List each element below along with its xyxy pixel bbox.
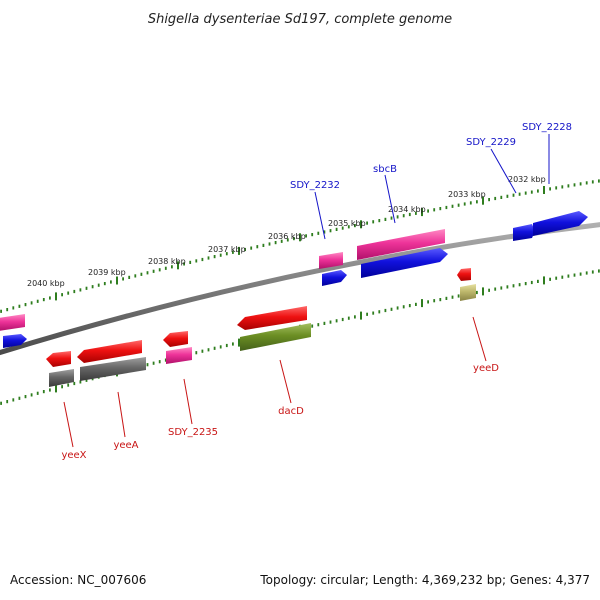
gene-label-sdy2235[interactable]: SDY_2235 (168, 427, 218, 438)
ruler-labels: 2040 kbp 2039 kbp 2038 kbp 2037 kbp 2036… (27, 175, 546, 288)
gene-feature[interactable] (3, 334, 27, 348)
ruler-label-2034: 2034 kbp (388, 205, 426, 214)
gene-feature[interactable] (460, 284, 476, 301)
gene-feature[interactable] (166, 347, 192, 364)
ruler-label-2040: 2040 kbp (27, 279, 65, 288)
gene-feature[interactable] (80, 357, 146, 381)
gene-feature[interactable] (361, 248, 448, 278)
gene-label-yeea[interactable]: yeeA (113, 440, 138, 451)
gene-feature-sdy2228[interactable] (533, 211, 588, 236)
accession-text: Accession: NC_007606 (10, 573, 147, 587)
gene-feature-yeea[interactable] (77, 340, 142, 363)
reverse-strand-features (46, 268, 476, 387)
ruler-label-2035: 2035 kbp (328, 219, 366, 228)
ruler-label-2038: 2038 kbp (148, 257, 186, 266)
ruler-label-2036: 2036 kbp (268, 232, 306, 241)
forward-strand-features (0, 211, 588, 348)
gene-feature[interactable] (322, 270, 347, 286)
ruler-label-2039: 2039 kbp (88, 268, 126, 277)
ruler-outer-ticks (0, 179, 600, 313)
gene-label-sdy2232[interactable]: SDY_2232 (290, 180, 340, 191)
gene-label-yeed[interactable]: yeeD (473, 363, 499, 374)
gene-label-sdy2229[interactable]: SDY_2229 (466, 137, 516, 148)
gene-feature-sbcb[interactable] (357, 229, 445, 260)
label-leader-lines (63, 134, 550, 448)
gene-label-sbcb[interactable]: sbcB (373, 164, 397, 175)
topology-text: Topology: circular; Length: 4,369,232 bp… (260, 573, 590, 587)
gene-labels: SDY_2228 SDY_2229 sbcB SDY_2232 yeeD dac… (61, 122, 572, 461)
gene-feature[interactable] (240, 323, 311, 351)
gene-feature[interactable] (0, 314, 25, 331)
gene-feature-sdy2232[interactable] (319, 252, 343, 269)
gene-feature[interactable] (49, 369, 74, 387)
gene-feature-sdy2229[interactable] (513, 224, 535, 241)
ruler-label-2032: 2032 kbp (508, 175, 546, 184)
ruler-label-2037: 2037 kbp (208, 245, 246, 254)
gene-feature-sdy2235[interactable] (163, 331, 188, 347)
gene-label-dacd[interactable]: dacD (278, 406, 304, 417)
gene-feature-yeed[interactable] (457, 268, 471, 281)
gene-feature-yeex[interactable] (46, 351, 71, 367)
gene-label-sdy2228[interactable]: SDY_2228 (522, 122, 572, 133)
gene-label-yeex[interactable]: yeeX (61, 450, 86, 461)
ruler-label-2033: 2033 kbp (448, 190, 486, 199)
gene-feature-dacd[interactable] (237, 306, 307, 330)
map-title: Shigella dysenteriae Sd197, complete gen… (148, 12, 452, 27)
